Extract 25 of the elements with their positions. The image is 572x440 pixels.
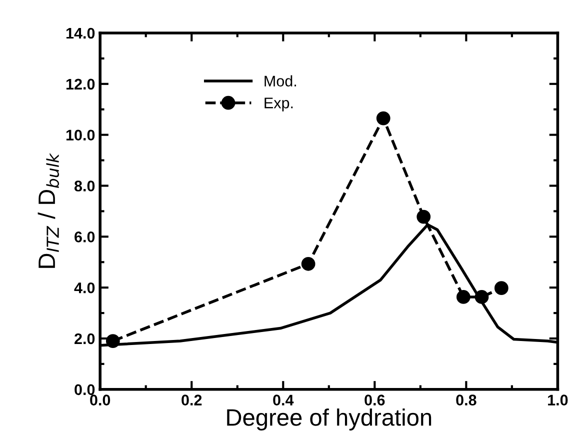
x-tick-label: 0.0 — [90, 394, 110, 406]
y-tick-label: 6.0 — [74, 232, 95, 242]
point — [456, 290, 470, 304]
y-tick-label: 12.0 — [66, 78, 95, 90]
y-tick-label: 0.0 — [74, 384, 95, 396]
point — [301, 256, 316, 271]
y-tick-label: 2.0 — [74, 333, 95, 344]
x-tick-label: 1.0 — [548, 394, 568, 406]
x-tick-label: 0.6 — [364, 394, 385, 406]
x-tick-label: 0.8 — [456, 394, 476, 406]
y-tick-label: 14.0 — [66, 28, 95, 39]
y-tick-label: 10.0 — [66, 130, 95, 141]
y-axis-title: D$_{ITZ}$ / D$_{bulk}$ — [38, 152, 60, 268]
point — [416, 210, 431, 224]
legend-label: Mod. — [264, 75, 296, 86]
legend-label: Exp. — [264, 98, 293, 112]
point — [376, 111, 390, 126]
x-tick-label: 0.4 — [273, 394, 294, 406]
y-tick-label: 8.0 — [74, 180, 95, 192]
point — [474, 290, 489, 304]
x-axis-title: Degree of hydration — [227, 408, 432, 431]
x-tick-label: 0.2 — [182, 394, 202, 406]
y-tick-label: 4.0 — [74, 282, 95, 294]
point — [106, 334, 120, 348]
point — [494, 281, 508, 296]
